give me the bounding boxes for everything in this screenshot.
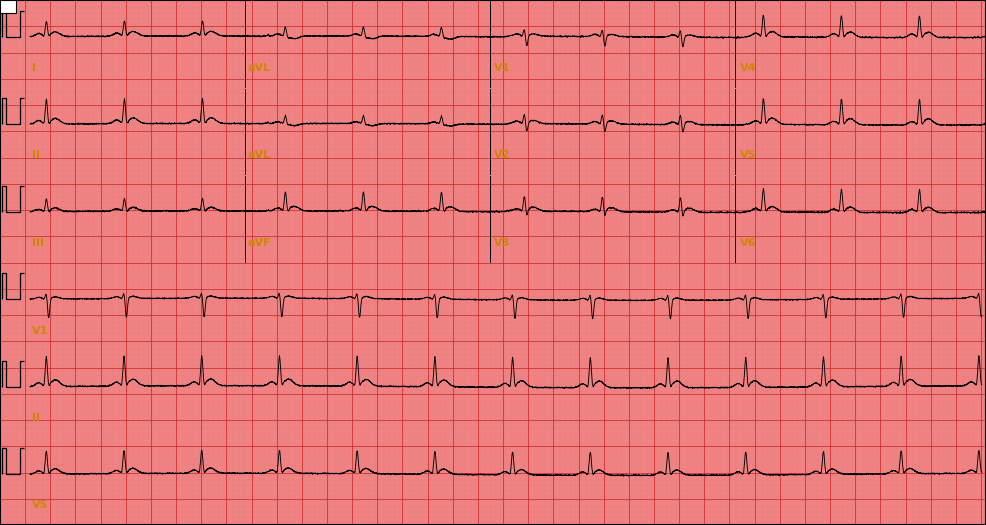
Text: V4: V4 bbox=[740, 63, 756, 73]
Text: aVL: aVL bbox=[248, 151, 271, 161]
Bar bbox=[0, 0, 16, 13]
Text: aVF: aVF bbox=[248, 238, 271, 248]
Text: V5: V5 bbox=[740, 151, 756, 161]
Text: I: I bbox=[32, 63, 36, 73]
Text: V5: V5 bbox=[32, 500, 48, 510]
Text: V3: V3 bbox=[494, 238, 510, 248]
Text: II: II bbox=[32, 413, 40, 423]
Text: V6: V6 bbox=[740, 238, 756, 248]
Text: II: II bbox=[32, 151, 40, 161]
Text: III: III bbox=[32, 238, 44, 248]
Text: V2: V2 bbox=[494, 151, 511, 161]
Text: V1: V1 bbox=[32, 326, 48, 335]
Text: aVL: aVL bbox=[248, 63, 271, 73]
Text: V1: V1 bbox=[494, 63, 511, 73]
